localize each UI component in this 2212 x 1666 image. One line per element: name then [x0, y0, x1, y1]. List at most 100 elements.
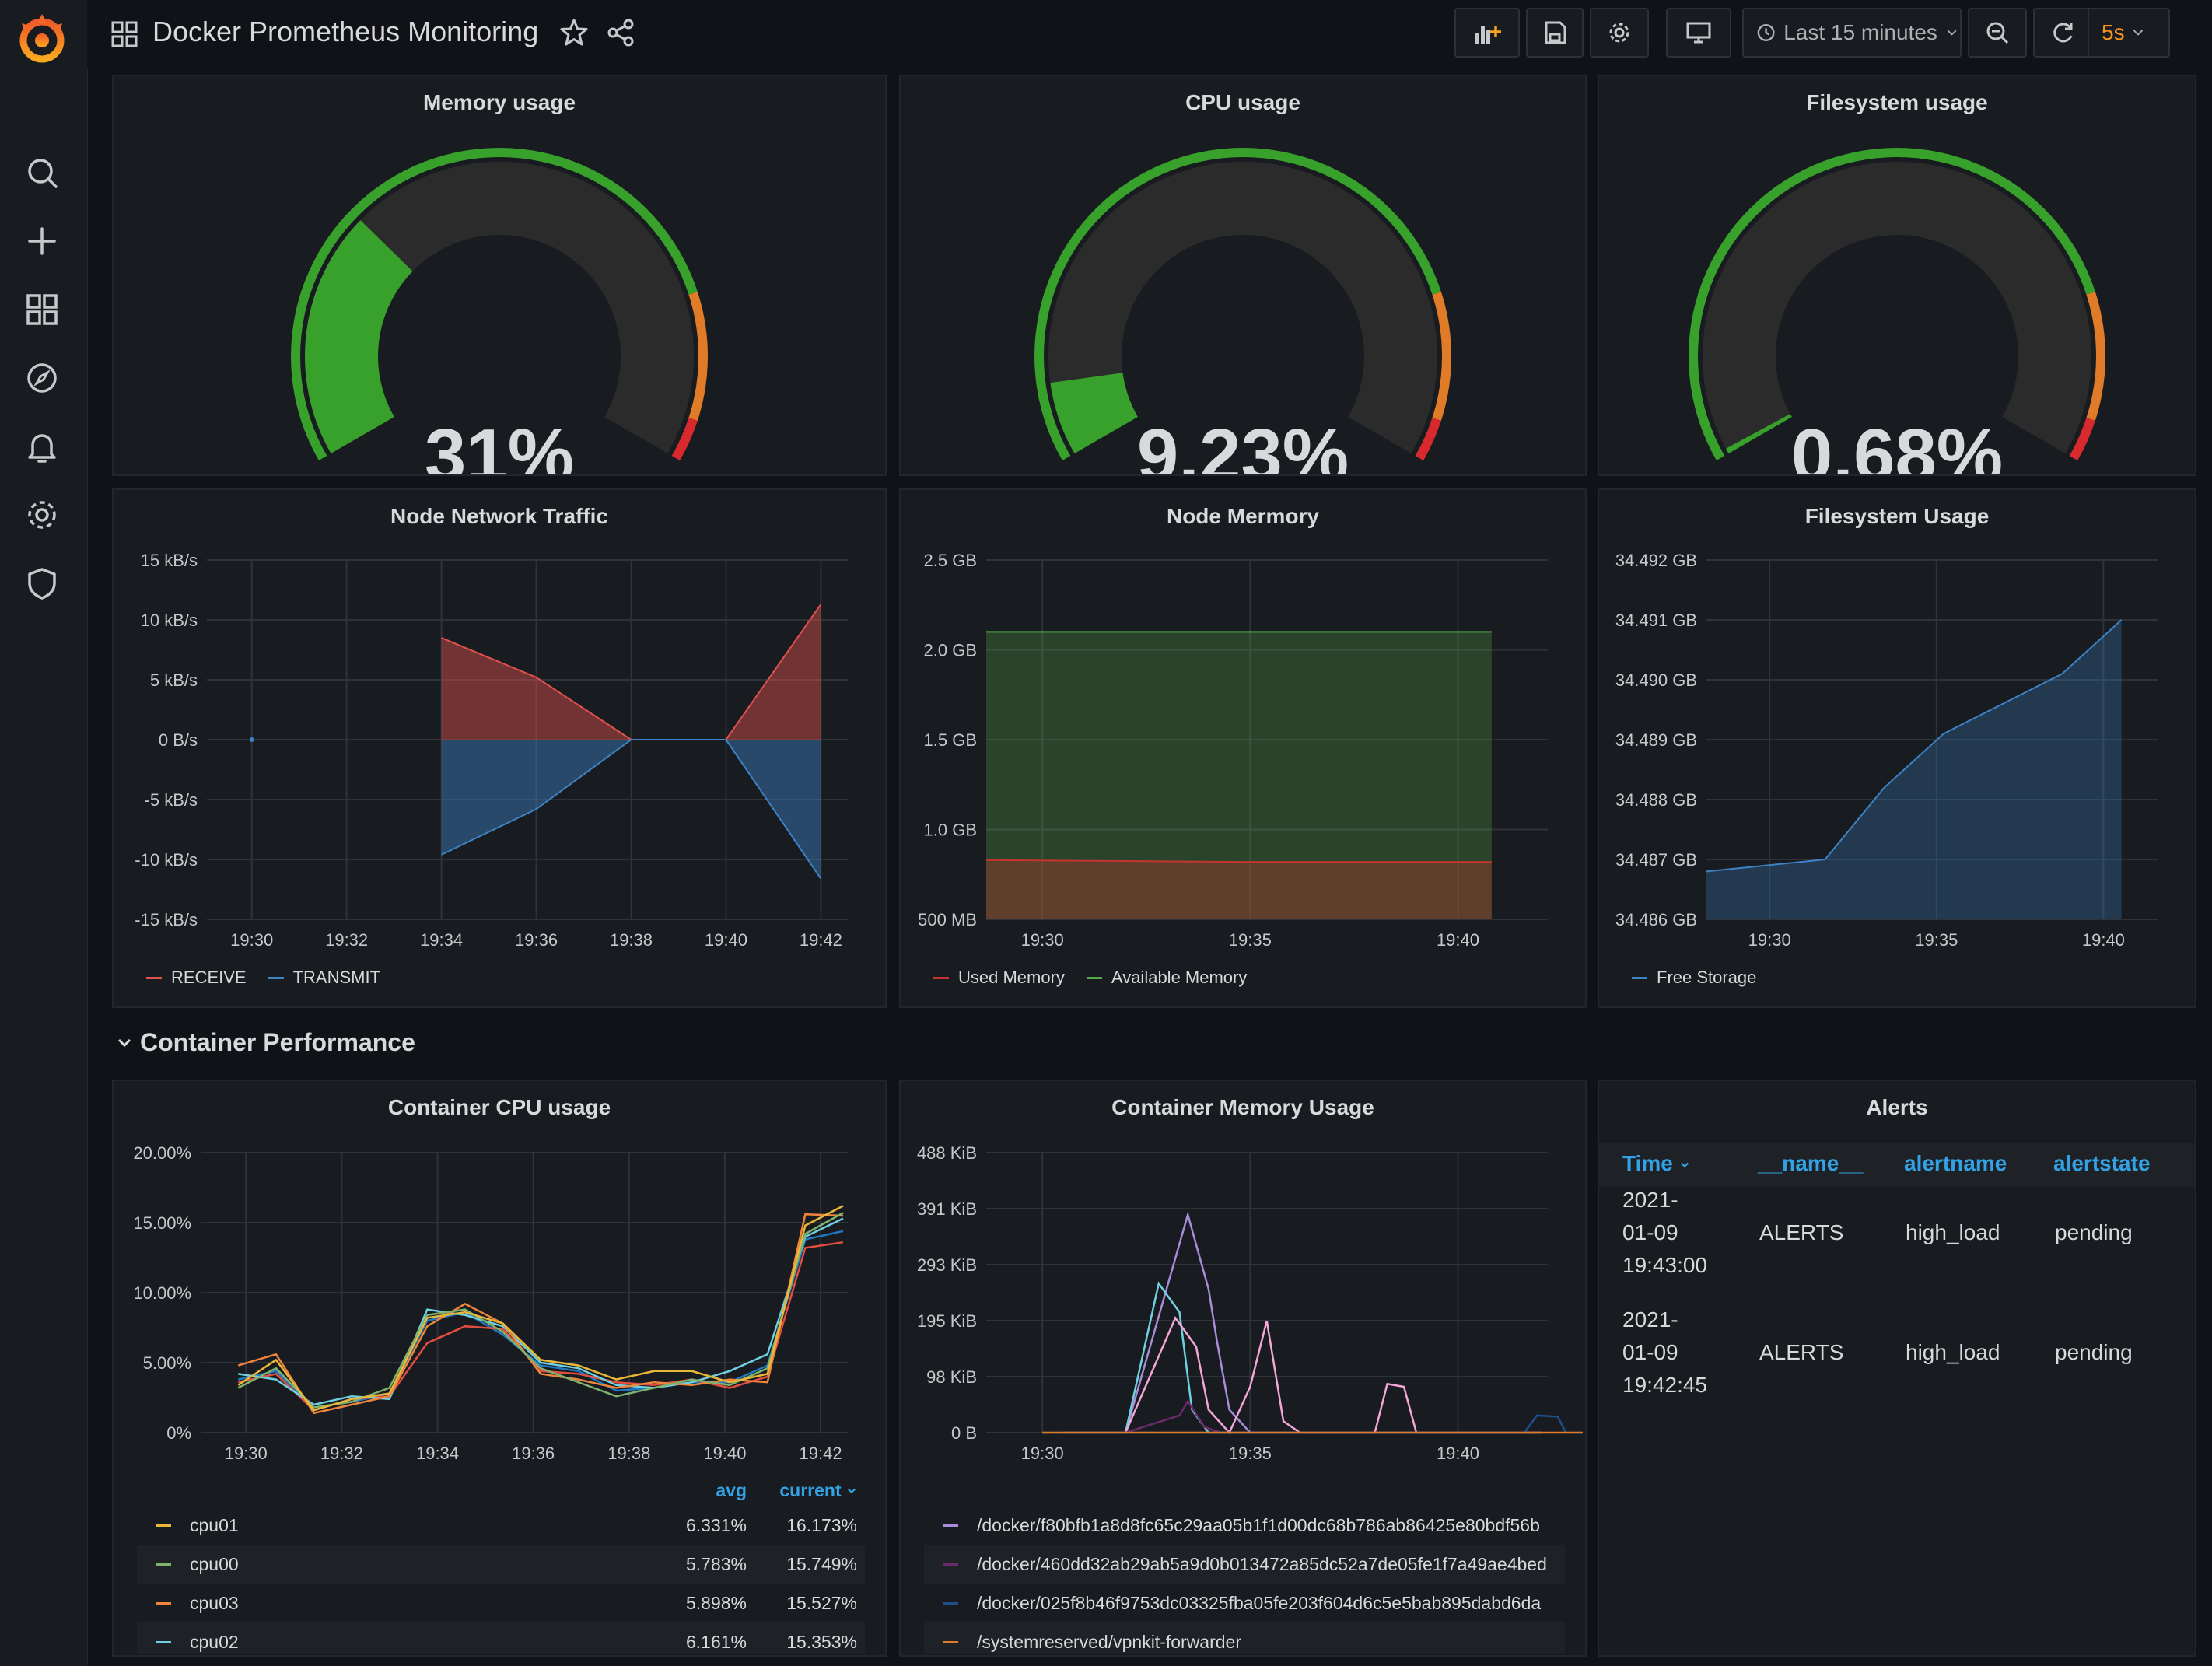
legend-item-used-memory[interactable]: Used Memory — [933, 968, 1065, 988]
legend-row-cpu02[interactable]: cpu02 6.161% 15.353% — [137, 1622, 865, 1654]
x-tick-label: 19:42 — [800, 1444, 842, 1463]
y-tick-label: 5 kB/s — [150, 670, 198, 690]
series-line-cpu03 — [237, 1213, 844, 1415]
y-tick-label: 10 kB/s — [141, 611, 198, 630]
legend-row-cpu01[interactable]: cpu01 6.331% 16.173% — [137, 1506, 865, 1545]
clock-icon — [1757, 24, 1775, 41]
panel-title: Filesystem usage — [1806, 90, 1988, 114]
dashboard-settings-button[interactable] — [1590, 8, 1649, 58]
plus-icon[interactable] — [22, 221, 62, 261]
chevron-down-icon — [117, 1038, 131, 1047]
x-tick-label: 19:38 — [607, 1444, 650, 1463]
tv-mode-button[interactable] — [1666, 8, 1731, 58]
legend-item-available-memory[interactable]: Available Memory — [1086, 968, 1247, 988]
x-tick-label: 19:30 — [1021, 930, 1064, 950]
alerts-panel[interactable]: Alerts Time __name__ alertname alertstat… — [1598, 1080, 2196, 1657]
series-line-container-5 — [1042, 1414, 1583, 1434]
panel-title: Node Mermory — [1166, 504, 1320, 528]
dashboard-title[interactable]: Docker Prometheus Monitoring — [152, 16, 539, 47]
gauge-value-arc — [1726, 414, 1792, 453]
memory-usage-panel[interactable]: Memory usage 31% — [112, 75, 887, 497]
legend-row-vpnkit-forwarder[interactable]: /systemreserved/vpnkit-forwarder — [924, 1622, 1565, 1654]
zoom-out-button[interactable] — [1968, 8, 2027, 58]
filesystem-usage-graph-panel[interactable]: Filesystem Usage 34.492 GB 34.491 GB 34.49… — [1598, 488, 2196, 1008]
y-tick-label: 2.5 GB — [924, 551, 977, 570]
y-tick-label: 34.486 GB — [1615, 910, 1697, 929]
chevron-down-icon — [2133, 30, 2143, 36]
node-memory-panel[interactable]: Node Mermory 2.5 GB 2.0 GB 1.5 GB 1.0 GB 500… — [899, 488, 1587, 1008]
column-name[interactable]: __name__ — [1758, 1151, 1864, 1175]
sidebar — [0, 0, 88, 1666]
cpu-usage-gauge: 9.23% — [1034, 147, 1451, 497]
share-icon[interactable] — [605, 17, 636, 48]
sort-chevron-icon — [1680, 1162, 1689, 1168]
x-tick-label: 19:40 — [703, 1444, 746, 1463]
refresh-interval-label: 5s — [2102, 20, 2125, 44]
cpu-usage-panel[interactable]: CPU usage 9.23% — [899, 75, 1587, 497]
legend-avg-header[interactable]: avg — [716, 1479, 747, 1500]
star-icon[interactable] — [558, 17, 590, 48]
legend-row-container-2[interactable]: /docker/460dd32ab29ab5a9d0b013472a85dc52… — [924, 1545, 1565, 1584]
row-title: Container Performance — [140, 1028, 415, 1056]
column-time[interactable]: Time — [1622, 1151, 1690, 1176]
column-alertstate[interactable]: alertstate — [2053, 1151, 2151, 1175]
refresh-picker[interactable]: 5s — [2033, 8, 2170, 58]
container-memory-chart: 488 KiB 391 KiB 293 KiB 195 KiB 98 KiB 0 B 19:… — [917, 1143, 1583, 1463]
legend-item-free-storage[interactable]: Free Storage — [1632, 968, 1756, 988]
series-line-used-memory — [985, 859, 1492, 863]
container-memory-usage-panel[interactable]: Container Memory Usage 488 KiB 391 KiB 293… — [899, 1080, 1587, 1657]
gauge-value-arc — [1050, 373, 1138, 453]
legend-current-header[interactable]: current — [754, 1480, 865, 1501]
chevron-down-icon — [1947, 30, 1957, 36]
x-tick-label: 19:38 — [610, 930, 653, 950]
gauge-track — [1048, 162, 1437, 454]
alert-state: pending — [2055, 1340, 2133, 1364]
y-tick-label: 98 KiB — [926, 1367, 977, 1387]
grafana-logo-icon[interactable] — [11, 8, 73, 70]
filesystem-usage-panel[interactable]: Filesystem usage 0.68% — [1598, 75, 2196, 497]
y-tick-label: 34.490 GB — [1615, 670, 1697, 690]
container-cpu-usage-panel[interactable]: Container CPU usage 20.00% 15.00% 10.00% 5.… — [112, 1080, 887, 1657]
alerting-bell-icon[interactable] — [22, 426, 62, 467]
y-tick-label: 391 KiB — [917, 1199, 977, 1219]
legend-row-cpu03[interactable]: cpu03 5.898% 15.527% — [137, 1584, 865, 1622]
alerts-table-header: Time __name__ alertname alertstate in — [1599, 1143, 2195, 1187]
add-panel-button[interactable] — [1454, 8, 1520, 58]
save-dashboard-button[interactable] — [1526, 8, 1584, 58]
series-line-cpu01 — [237, 1205, 844, 1412]
threshold-red-band — [1415, 418, 1441, 460]
x-tick-label: 19:40 — [1437, 1444, 1479, 1463]
y-tick-label: 2.0 GB — [924, 641, 977, 660]
x-tick-label: 19:35 — [1229, 1444, 1272, 1463]
time-range-picker[interactable]: Last 15 minutes — [1742, 8, 1962, 58]
dashboards-icon[interactable] — [22, 289, 62, 330]
y-tick-label: 34.489 GB — [1615, 730, 1697, 750]
shield-icon[interactable] — [22, 563, 62, 604]
alert-alertname: high_load — [1906, 1220, 2000, 1244]
search-icon[interactable] — [22, 152, 62, 193]
threshold-orange-band — [2086, 292, 2105, 421]
legend-item-receive[interactable]: RECEIVE — [146, 968, 247, 988]
series-line-container-4 — [1125, 1399, 1542, 1434]
column-alertname[interactable]: alertname — [1904, 1151, 2007, 1175]
threshold-orange-band — [688, 292, 708, 421]
threshold-orange-band — [1432, 292, 1451, 421]
x-tick-label: 19:40 — [705, 930, 747, 950]
refresh-icon[interactable] — [2049, 19, 2077, 47]
legend-row-cpu00[interactable]: cpu00 5.783% 15.749% — [137, 1545, 865, 1584]
node-network-traffic-panel[interactable]: Node Network Traffic 15 kB/s 10 kB/s 5 kB/… — [112, 488, 887, 1008]
y-tick-label: 15 kB/s — [141, 551, 198, 570]
settings-gear-icon[interactable] — [22, 495, 62, 535]
node-memory-chart: 2.5 GB 2.0 GB 1.5 GB 1.0 GB 500 MB 19:30 19:35… — [918, 551, 1548, 950]
series-line-cpu04 — [237, 1241, 844, 1412]
legend-row-container-3[interactable]: /docker/025f8b46f9753dc03325fba05fe203f6… — [924, 1584, 1565, 1622]
explore-icon[interactable] — [22, 358, 62, 398]
row-container-performance[interactable]: Container Performance — [115, 1028, 415, 1057]
legend-row-container-1[interactable]: /docker/f80bfb1a8d8fc65c29aa05b1f1d00dc6… — [924, 1506, 1565, 1545]
container-cpu-chart: 20.00% 15.00% 10.00% 5.00% 0% 19:30 19:32 19:34… — [133, 1143, 848, 1463]
series-area-used-memory — [986, 859, 1492, 919]
series-line-container-3 — [1124, 1315, 1542, 1435]
threshold-red-band — [2069, 418, 2095, 460]
legend-item-transmit[interactable]: TRANSMIT — [268, 968, 380, 988]
x-tick-label: 19:35 — [1229, 930, 1272, 950]
